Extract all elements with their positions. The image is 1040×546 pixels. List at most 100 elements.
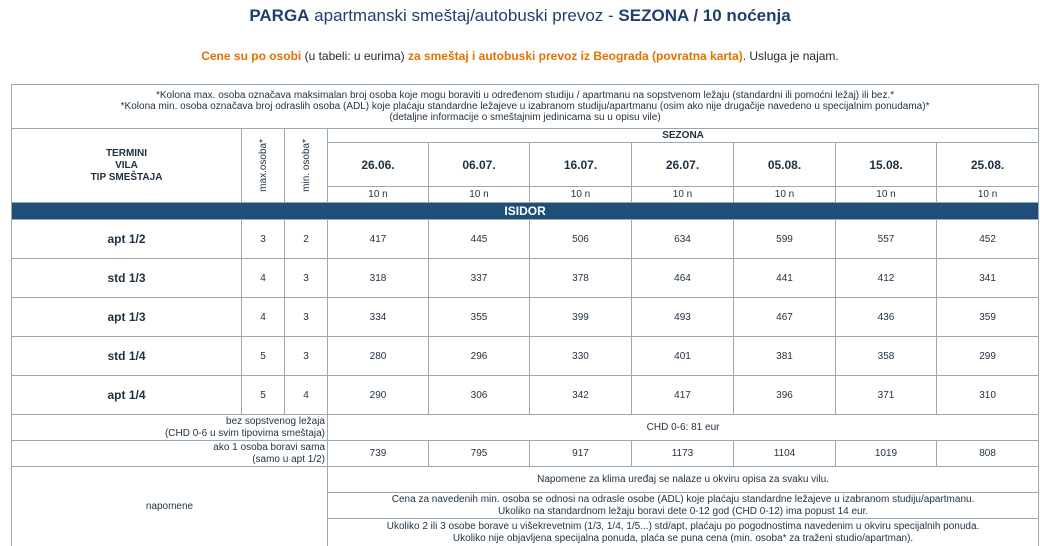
nights-cell: 10 n — [428, 186, 530, 203]
table-row: apt 1/3 4 3 334 355 399 493 467 436 359 — [11, 297, 1040, 337]
nights-cell: 10 n — [529, 186, 632, 203]
single-price-cell: 808 — [935, 440, 1040, 467]
price-cell: 417 — [327, 219, 429, 259]
max-persons: 3 — [241, 219, 285, 259]
header-termini: TERMINI — [105, 147, 148, 159]
napomene-label: napomene — [11, 466, 328, 546]
price-cell: 412 — [835, 258, 937, 298]
date-cell: 26.07. — [631, 142, 734, 187]
price-cell: 452 — [935, 219, 1040, 259]
date-cell: 05.08. — [733, 142, 836, 187]
napomene-row-3: Ukoliko 2 ili 3 osobe borave u višekreve… — [12, 518, 1040, 546]
max-persons: 4 — [241, 297, 285, 337]
room-type: apt 1/3 — [11, 297, 242, 337]
price-cell: 371 — [835, 375, 937, 415]
title-season: SEZONA / 10 noćenja — [618, 6, 791, 25]
single-label: ako 1 osoba boravi sama (samo u apt 1/2) — [11, 440, 328, 467]
note-max-persons: *Kolona max. osoba označava maksimalan b… — [155, 90, 895, 101]
date-cell: 26.06. — [327, 142, 429, 187]
single-label-line2: (samo u apt 1/2) — [252, 453, 325, 465]
price-cell: 341 — [935, 258, 1040, 298]
price-cell: 401 — [631, 336, 734, 376]
room-type: apt 1/4 — [11, 375, 242, 415]
price-cell: 599 — [733, 219, 836, 259]
price-cell: 436 — [835, 297, 937, 337]
table-row: std 1/4 5 3 280 296 330 401 381 358 299 — [11, 336, 1040, 376]
price-cell: 396 — [733, 375, 836, 415]
header-vila: VILA — [115, 159, 138, 171]
price-cell: 359 — [935, 297, 1040, 337]
single-price-cell: 1019 — [835, 440, 937, 467]
single-price-cell: 739 — [327, 440, 429, 467]
min-persons: 3 — [284, 258, 328, 298]
notes-top-cell: *Kolona max. osoba označava maksimalan b… — [10, 84, 1040, 129]
note-min-persons: *Kolona min. osoba označava broj odrasli… — [120, 101, 930, 112]
header-max-osoba-cell: max.osoba* — [241, 128, 285, 203]
min-persons: 3 — [284, 336, 328, 376]
header-max-osoba: max.osoba* — [257, 139, 269, 192]
no-bed-label-line1: bez sopstvenog ležaja — [226, 415, 325, 427]
max-persons: 4 — [241, 258, 285, 298]
max-persons: 5 — [241, 375, 285, 415]
header-season: SEZONA — [326, 128, 1040, 143]
table-row: apt 1/4 5 4 290 306 342 417 396 371 310 — [11, 375, 1040, 415]
price-cell: 399 — [529, 297, 632, 337]
single-price-cell: 917 — [529, 440, 632, 467]
price-cell: 445 — [428, 219, 530, 259]
price-cell: 464 — [631, 258, 734, 298]
header-min-osoba-cell: min. osoba* — [284, 128, 328, 203]
min-persons: 2 — [284, 219, 328, 259]
napomene-row-2: Cena za navedenih min. osoba se odnosi n… — [12, 492, 1040, 519]
single-price-cell: 795 — [428, 440, 530, 467]
max-persons: 5 — [241, 336, 285, 376]
single-label-line1: ako 1 osoba boravi sama — [213, 441, 325, 453]
header-row-nights: 10 n 10 n 10 n 10 n 10 n 10 n 10 n — [12, 186, 1040, 203]
header-min-osoba: min. osoba* — [300, 139, 312, 192]
price-cell: 493 — [631, 297, 734, 337]
subtitle-part4: . Usluga je najam. — [742, 49, 839, 63]
price-cell: 290 — [327, 375, 429, 415]
price-cell: 355 — [428, 297, 530, 337]
price-cell: 381 — [733, 336, 836, 376]
room-type: std 1/3 — [11, 258, 242, 298]
price-cell: 330 — [529, 336, 632, 376]
nights-cell: 10 n — [631, 186, 734, 203]
price-rows: apt 1/2 3 2 417 445 506 634 599 557 452 std 1/3 4 3 3… — [11, 219, 1040, 415]
no-bed-value: CHD 0-6: 81 eur — [326, 414, 1040, 441]
price-cell: 467 — [733, 297, 836, 337]
header-tip-smestaja: TIP SMEŠTAJA — [90, 171, 163, 183]
price-cell: 634 — [631, 219, 734, 259]
price-cell: 280 — [327, 336, 429, 376]
price-cell: 557 — [835, 219, 937, 259]
price-cell: 506 — [529, 219, 632, 259]
napomena-min-osoba-line1: Cena za navedenih min. osoba se odnosi n… — [391, 493, 975, 505]
notes-top-row: *Kolona max. osoba označava maksimalan b… — [10, 84, 1040, 129]
date-cell: 06.07. — [428, 142, 530, 187]
napomena-visekrevetni-line1: Ukoliko 2 ili 3 osobe borave u višekreve… — [386, 520, 980, 532]
subtitle-part3: za smeštaj i autobuski prevoz iz Beograd… — [407, 49, 743, 63]
nights-cell: 10 n — [733, 186, 836, 203]
price-cell: 299 — [935, 336, 1040, 376]
date-cell: 15.08. — [835, 142, 937, 187]
min-persons: 4 — [284, 375, 328, 415]
napomene-row-1: napomene Napomene za klima uređaj se nal… — [11, 466, 1040, 546]
single-price-cell: 1104 — [733, 440, 836, 467]
single-price-cell: 1173 — [631, 440, 734, 467]
villa-name: ISIDOR — [10, 202, 1040, 220]
price-cell: 334 — [327, 297, 429, 337]
price-cell: 310 — [935, 375, 1040, 415]
room-type: std 1/4 — [11, 336, 242, 376]
price-cell: 417 — [631, 375, 734, 415]
price-cell: 342 — [529, 375, 632, 415]
title-middle: apartmanski smeštaj/autobuski prevoz - — [309, 6, 619, 25]
price-cell: 318 — [327, 258, 429, 298]
nights-cell: 10 n — [835, 186, 937, 203]
price-cell: 358 — [835, 336, 937, 376]
header-label-cell: TERMINI VILA TIP SMEŠTAJA — [11, 128, 242, 203]
price-cell: 296 — [428, 336, 530, 376]
napomena-min-osoba: Cena za navedenih min. osoba se odnosi n… — [326, 492, 1040, 519]
subtitle-part1: Cene su po osobi — [201, 49, 302, 63]
price-cell: 306 — [428, 375, 530, 415]
price-cell: 378 — [529, 258, 632, 298]
napomena-klima: Napomene za klima uređaj se nalaze u okv… — [326, 466, 1040, 493]
